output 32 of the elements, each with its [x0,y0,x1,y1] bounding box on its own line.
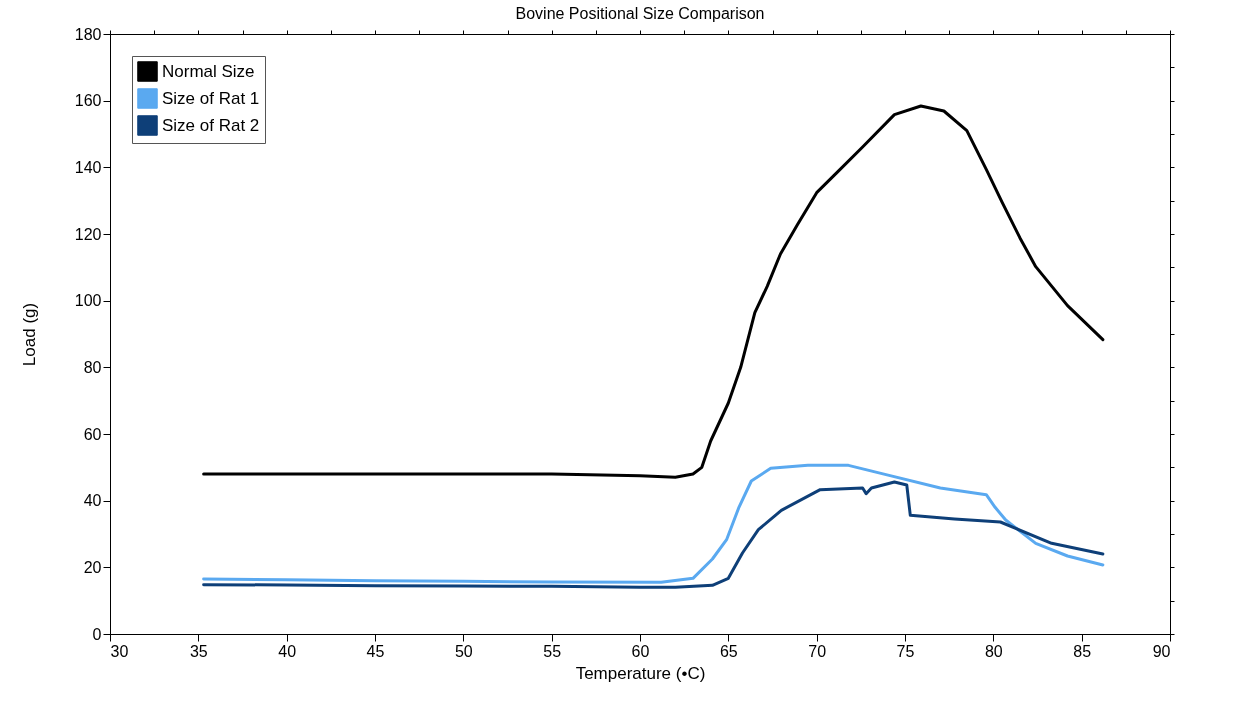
x-tick-label: 90 [1152,642,1171,660]
x-tick-label: 30 [110,642,129,660]
x-tick-label: 45 [366,642,385,660]
y-tick-label: 180 [74,25,102,43]
y-tick-label: 20 [83,558,102,576]
x-tick-label: 75 [896,642,915,660]
x-tick-label: 50 [454,642,473,660]
x-tick-label: 55 [543,642,562,660]
x-tick-label: 70 [808,642,827,660]
x-axis-title: Temperature (•C) [575,663,706,683]
line-series [202,480,1105,589]
x-tick-label: 65 [719,642,738,660]
y-tick-label: 160 [74,92,102,110]
x-tick-label: 85 [1073,642,1092,660]
y-tick-label: 100 [74,292,102,310]
x-tick-label: 80 [984,642,1003,660]
y-tick-label: 60 [83,425,102,443]
line-series [202,104,1105,479]
x-tick-label: 60 [631,642,650,660]
y-tick-label: 0 [92,625,102,643]
y-axis-title: Load (g) [19,302,39,367]
y-tick-label: 80 [83,358,102,376]
line-series [202,463,1105,584]
y-tick-label: 120 [74,225,102,243]
x-tick-label: 35 [189,642,208,660]
legend-label: Size of Rat 2 [162,115,260,135]
chart-title: Bovine Positional Size Comparison [515,5,765,22]
legend-label: Normal Size [162,61,255,81]
y-tick-label: 140 [74,158,102,176]
x-tick-label: 40 [278,642,297,660]
y-tick-label: 40 [83,492,102,510]
legend-label: Size of Rat 1 [162,88,260,108]
